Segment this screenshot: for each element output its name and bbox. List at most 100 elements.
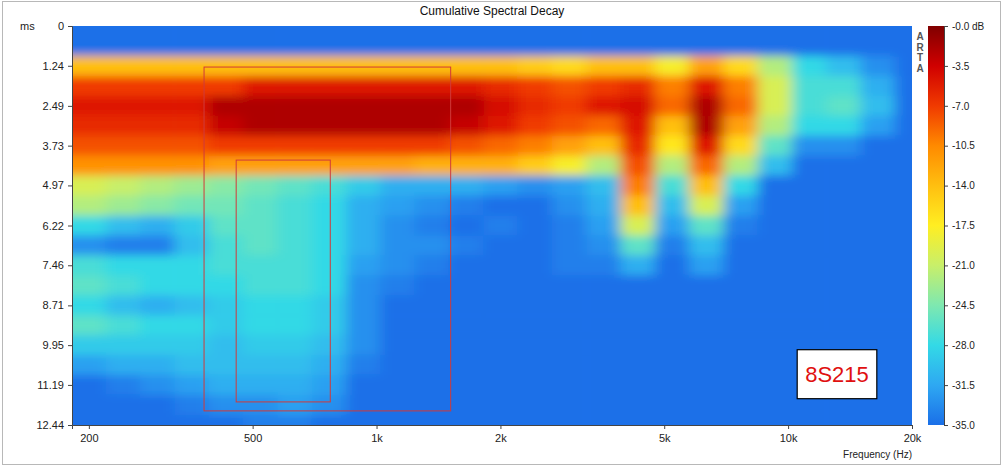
heat-cell — [689, 96, 724, 116]
x-tick-mark — [377, 425, 378, 429]
x-tick-label: 1k — [371, 432, 383, 444]
heat-cell — [312, 415, 347, 425]
heat-cell — [346, 76, 381, 97]
heat-cell — [552, 136, 587, 156]
colorbar-tick: -24.5 — [944, 300, 975, 311]
heat-cell — [655, 96, 690, 116]
heat-cell — [277, 375, 312, 396]
y-tick: 6.22 — [43, 220, 72, 232]
heat-cell — [620, 415, 655, 425]
heat-cell — [449, 36, 484, 56]
heat-cell — [380, 116, 415, 136]
heat-cell — [380, 295, 415, 315]
colorbar-tick-mark — [944, 385, 948, 386]
heat-cell — [140, 216, 175, 236]
heat-cell — [826, 315, 861, 335]
y-tick-mark — [68, 345, 72, 346]
heat-cell — [243, 156, 278, 176]
heat-cell — [826, 26, 861, 37]
heat-cell — [655, 235, 690, 255]
heat-cell — [483, 216, 518, 236]
heat-cell — [380, 395, 415, 416]
heat-cell — [758, 175, 793, 196]
y-tick-label: 8.71 — [43, 299, 64, 311]
y-tick-label: 6.22 — [43, 220, 64, 232]
heat-cell — [895, 26, 912, 37]
heat-cell — [758, 375, 793, 396]
heat-cell — [518, 315, 553, 335]
heat-cell — [552, 216, 587, 236]
heat-cell — [518, 76, 553, 97]
heat-cell — [243, 315, 278, 335]
x-tick-label: 200 — [80, 432, 98, 444]
y-tick-mark — [68, 146, 72, 147]
heat-cell — [861, 196, 896, 217]
heat-cell — [758, 156, 793, 176]
heat-cell — [689, 136, 724, 156]
colorbar-tick-label: -31.5 — [952, 380, 975, 391]
heat-cell — [792, 315, 827, 335]
heat-cell — [518, 395, 553, 416]
heat-cell — [792, 216, 827, 236]
heat-cell — [380, 235, 415, 255]
heat-cell — [72, 76, 106, 97]
heat-cell — [792, 295, 827, 315]
colorbar-axis: -0.0 dB-3.5-7.0-10.5-14.0-17.5-21.0-24.5… — [944, 21, 985, 431]
heat-cell — [586, 136, 621, 156]
heat-cell — [723, 116, 758, 136]
heat-cell — [243, 235, 278, 255]
heat-cell — [895, 116, 912, 136]
heat-cell — [483, 136, 518, 156]
x-tick: 5k — [659, 425, 671, 444]
heat-cell — [723, 395, 758, 416]
heat-cell — [243, 216, 278, 236]
y-tick-label: 9.95 — [43, 339, 64, 351]
heat-cell — [174, 26, 209, 37]
heat-cell — [792, 136, 827, 156]
heat-cell — [209, 26, 244, 37]
y-axis: 01.242.493.734.976.227.468.719.9511.1912… — [36, 20, 72, 431]
heat-cell — [655, 116, 690, 136]
heat-cell — [518, 56, 553, 77]
heat-cell — [312, 375, 347, 396]
heat-cell — [552, 255, 587, 276]
heat-cell — [346, 156, 381, 176]
heat-cell — [277, 76, 312, 97]
heat-cell — [277, 136, 312, 156]
heat-cell — [346, 235, 381, 255]
heat-cell — [209, 56, 244, 77]
heat-cell — [174, 36, 209, 56]
heat-cell — [861, 96, 896, 116]
colorbar-tick: -17.5 — [944, 220, 975, 231]
heat-cell — [620, 216, 655, 236]
heat-cell — [758, 335, 793, 355]
heat-cell — [586, 295, 621, 315]
plot-area — [72, 26, 912, 425]
x-tick-label: 20k — [904, 432, 922, 444]
heat-cell — [723, 415, 758, 425]
heat-cell — [758, 235, 793, 255]
heat-cell — [586, 395, 621, 416]
colorbar-tick: -10.5 — [944, 140, 975, 151]
y-tick: 11.19 — [37, 379, 72, 391]
heat-cell — [72, 375, 106, 396]
heat-cell — [758, 395, 793, 416]
heat-cell — [689, 275, 724, 296]
y-tick: 12.44 — [36, 419, 72, 431]
heat-cell — [723, 156, 758, 176]
heat-cell — [312, 355, 347, 375]
heat-cell — [689, 315, 724, 335]
heat-cell — [655, 56, 690, 77]
heat-cell — [449, 335, 484, 355]
heat-cell — [689, 415, 724, 425]
heat-cell — [346, 335, 381, 355]
heat-cell — [689, 235, 724, 255]
colorbar-tick: -31.5 — [944, 380, 975, 391]
heat-cell — [620, 295, 655, 315]
heat-cell — [243, 76, 278, 97]
heat-cell — [449, 136, 484, 156]
heat-cell — [655, 335, 690, 355]
heat-cell — [209, 295, 244, 315]
heat-cell — [106, 116, 141, 136]
heat-cell — [346, 196, 381, 217]
